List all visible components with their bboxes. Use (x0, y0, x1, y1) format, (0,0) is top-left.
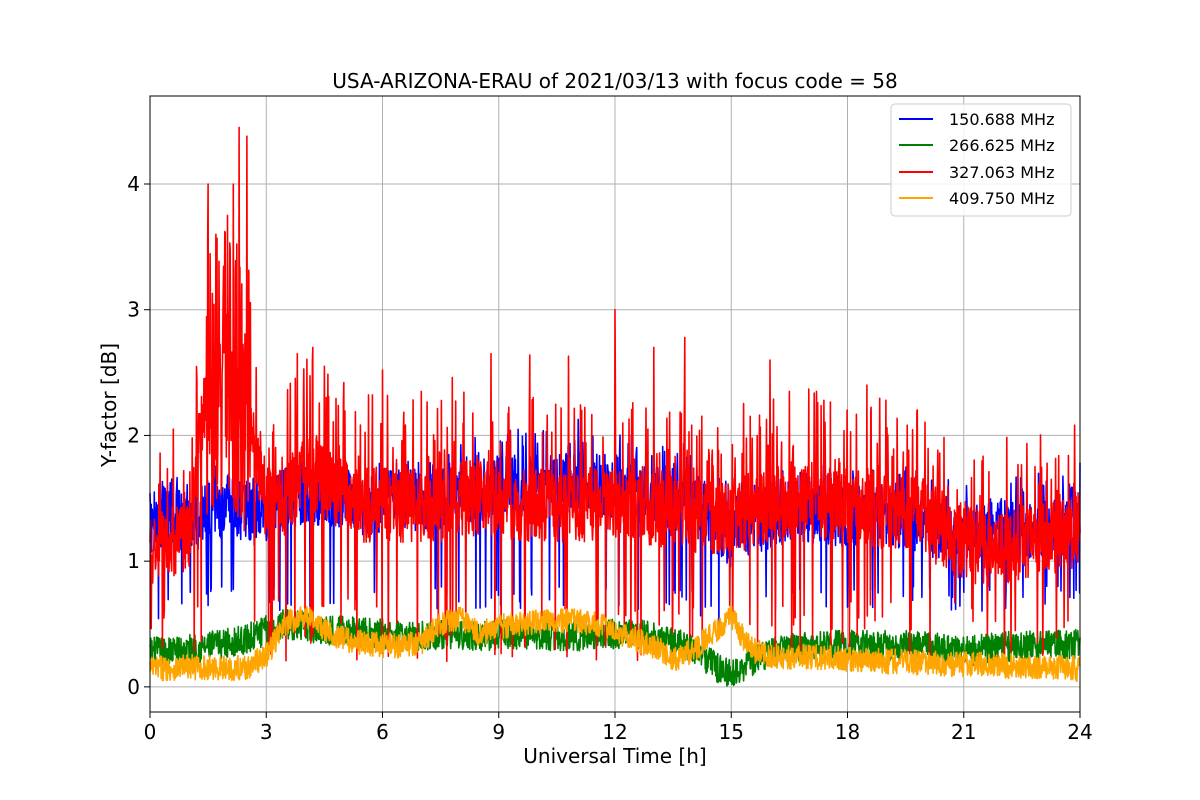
series-line-2 (149, 126, 1081, 663)
legend-label-3: 409.750 MHz (949, 189, 1054, 208)
legend-label-2: 327.063 MHz (949, 163, 1054, 182)
x-tick-labels: 0 3 6 9 12 15 18 21 24 (144, 720, 1093, 744)
x-tick-label: 18 (835, 720, 860, 744)
x-tick-label: 24 (1067, 720, 1092, 744)
legend-frame (890, 103, 1072, 217)
x-tick-label: 0 (144, 720, 157, 744)
y-tick-label: 4 (127, 172, 140, 196)
y-tick-label: 1 (127, 549, 140, 573)
x-tick-label: 9 (492, 720, 505, 744)
x-tick-label: 6 (376, 720, 389, 744)
legend: 150.688 MHz 266.625 MHz 327.063 MHz 409.… (890, 103, 1072, 217)
legend-label-1: 266.625 MHz (949, 136, 1054, 155)
series-group (149, 126, 1081, 687)
y-tick-label: 0 (127, 675, 140, 699)
x-tick-label: 21 (951, 720, 976, 744)
x-axis-label: Universal Time [h] (523, 744, 706, 768)
legend-label-0: 150.688 MHz (949, 110, 1054, 129)
x-tick-label: 12 (602, 720, 627, 744)
y-tick-label: 3 (127, 298, 140, 322)
y-tick-labels: 0 1 2 3 4 (127, 172, 140, 699)
axes (144, 95, 1081, 718)
plot-frame (149, 95, 1081, 713)
chart-title: USA-ARIZONA-ERAU of 2021/03/13 with focu… (332, 69, 897, 93)
x-tick-label: 15 (719, 720, 744, 744)
y-tick-label: 2 (127, 423, 140, 447)
x-tick-label: 3 (260, 720, 273, 744)
y-axis-label: Y-factor [dB] (97, 343, 121, 468)
series-line-3 (149, 605, 1081, 683)
